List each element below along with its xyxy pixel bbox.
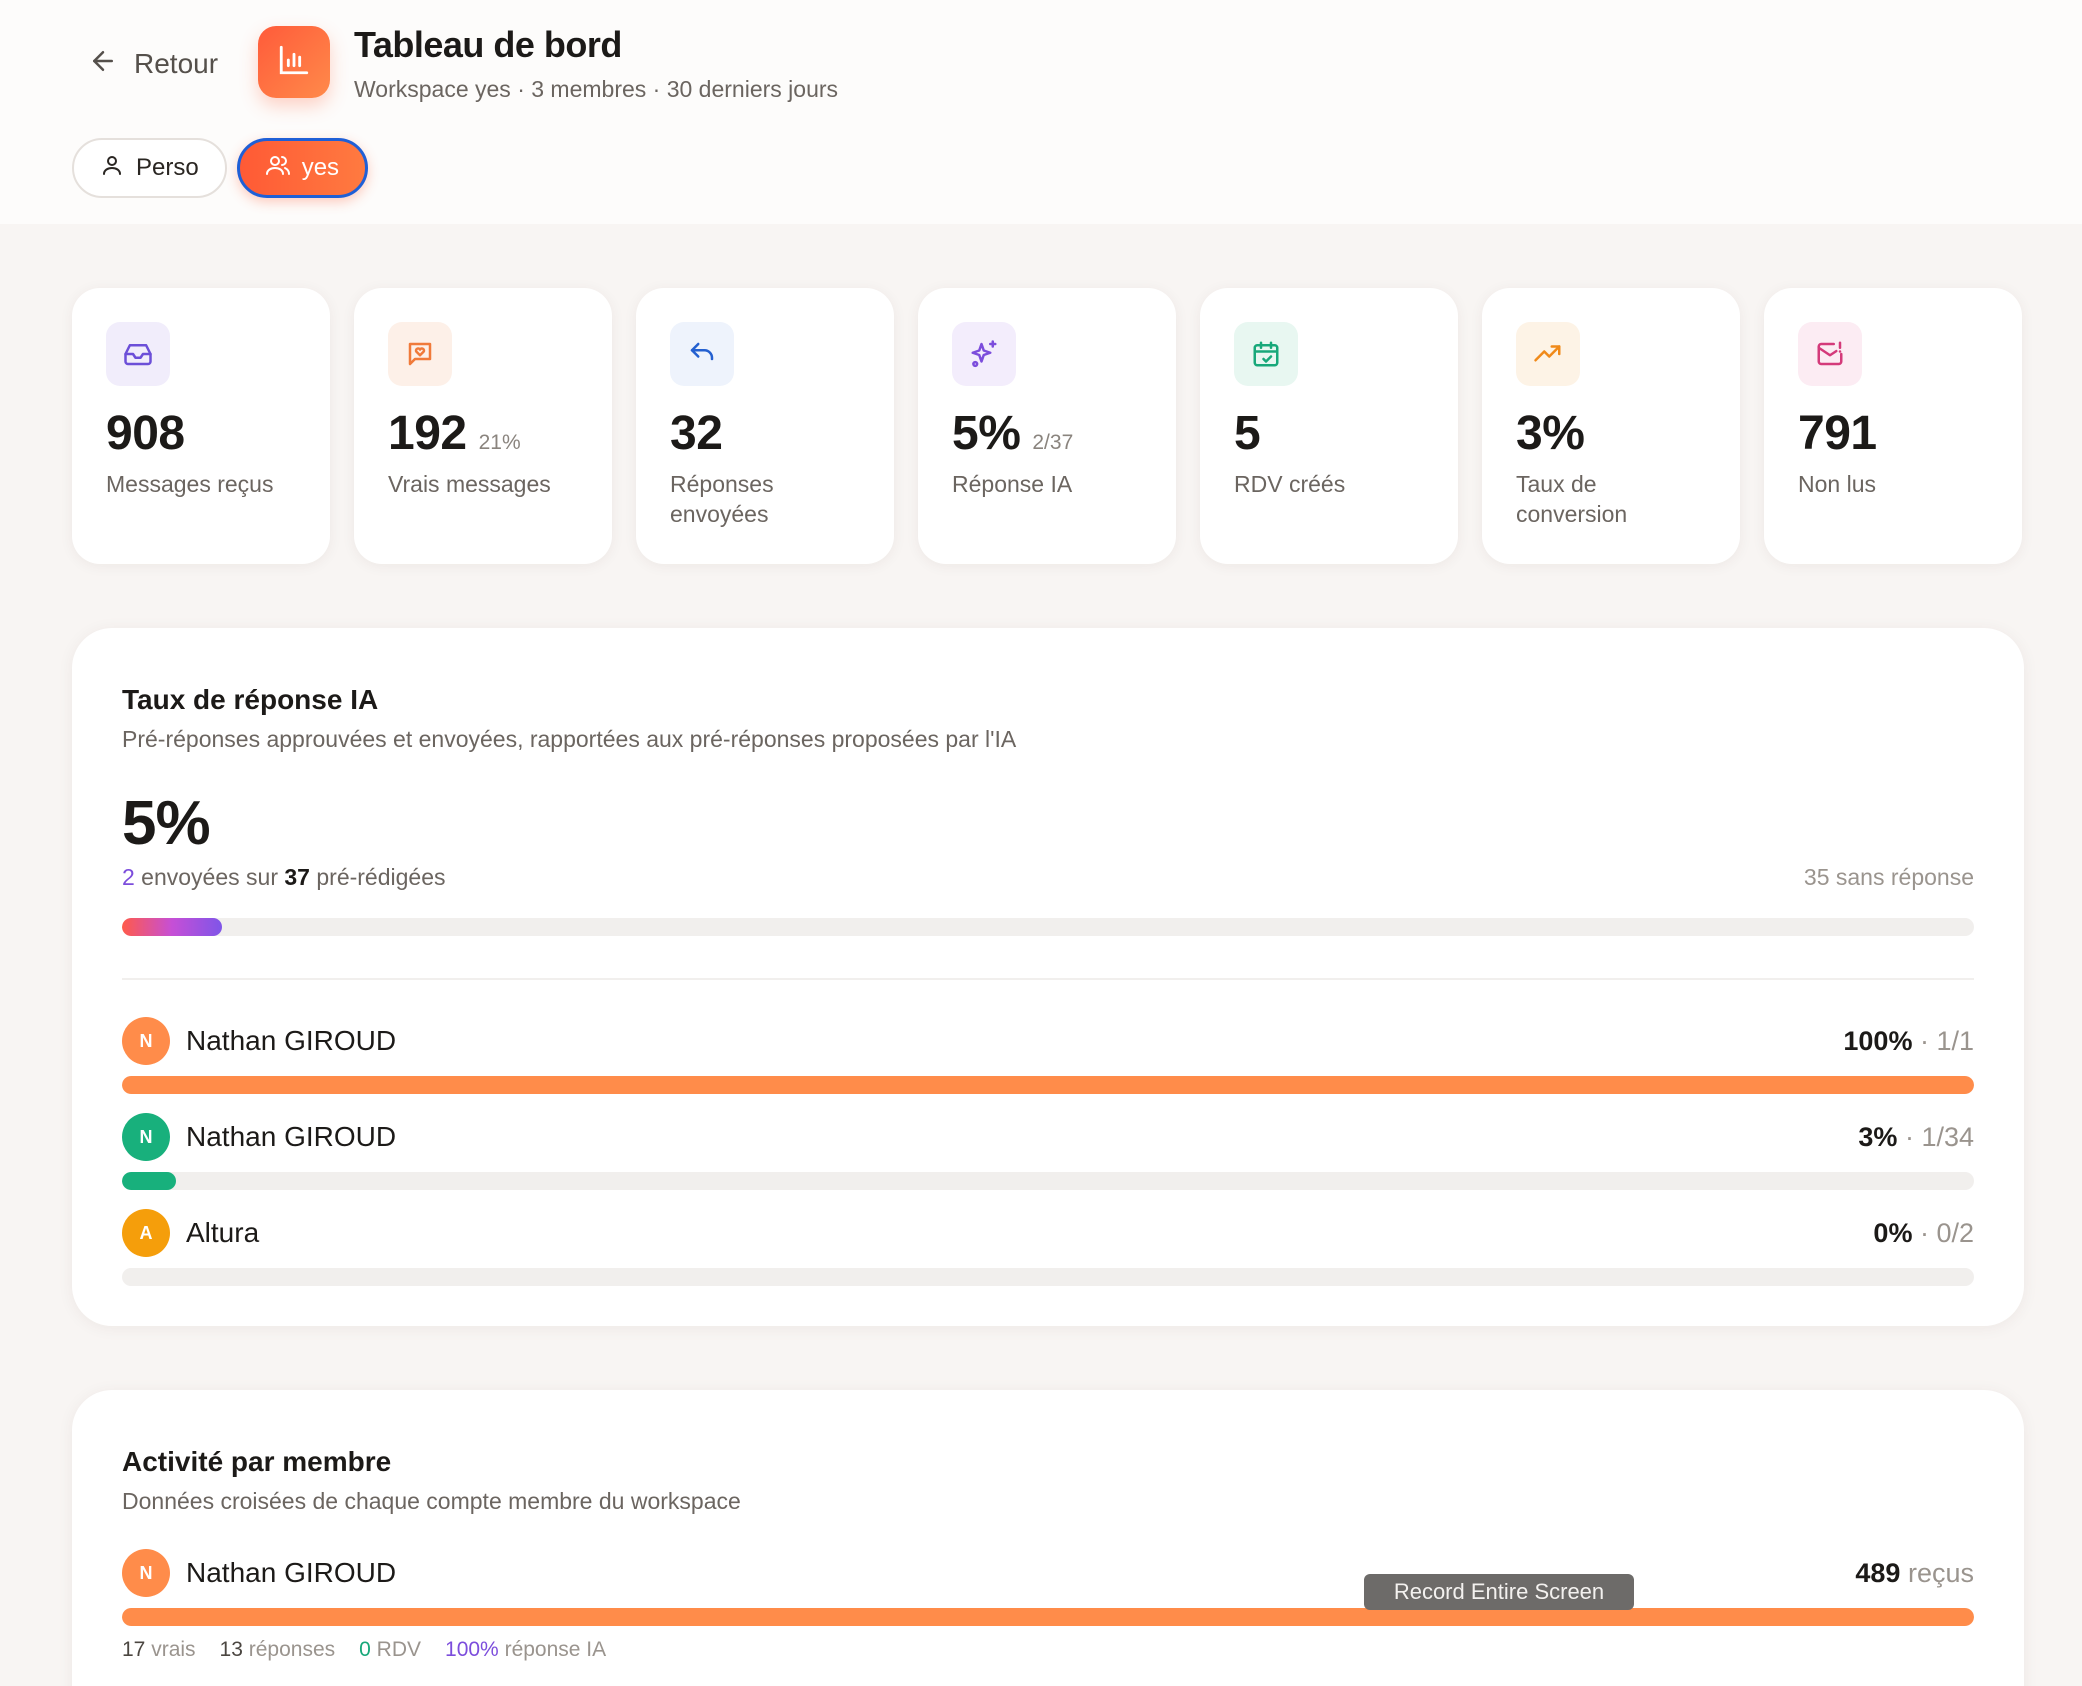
record-screen-tooltip[interactable]: Record Entire Screen: [1364, 1574, 1634, 1610]
stat-card-ai-response[interactable]: 5% 2/37 Réponse IA: [918, 288, 1176, 564]
no-reply-count: 35 sans réponse: [1803, 864, 1974, 890]
stat-label: Réponse IA: [952, 471, 1073, 497]
stat-card-replies-sent[interactable]: 32 Réponses envoyées: [636, 288, 894, 564]
back-button[interactable]: Retour: [88, 44, 218, 84]
member-progress: [122, 1172, 1974, 1190]
stat-card-unread[interactable]: 791 Non lus: [1764, 288, 2022, 564]
stat-label: Non lus: [1798, 471, 1876, 497]
arrow-left-icon: [88, 46, 118, 83]
ai-sent-summary: 2 envoyées sur 37 pré-rédigées: [122, 864, 446, 891]
tab-perso[interactable]: Perso: [72, 138, 227, 198]
activity-member-row[interactable]: N Nathan GIROUD 489 reçus: [122, 1548, 1974, 1598]
stat-value: 908: [106, 407, 185, 460]
reply-icon: [670, 322, 734, 386]
received-label: reçus: [1907, 1557, 1974, 1588]
replies-stat: 13 réponses: [219, 1638, 336, 1661]
dashboard-logo: [258, 26, 330, 98]
true-stat: 17 vrais: [122, 1638, 196, 1661]
stat-value: 791: [1798, 407, 1877, 460]
back-label: Retour: [134, 48, 219, 79]
stat-card-conversion[interactable]: 3% Taux de conversion: [1482, 288, 1740, 564]
stat-card-meetings[interactable]: 5 RDV créés: [1200, 288, 1458, 564]
stat-value: 192: [388, 407, 467, 460]
calendar-check-icon: [1234, 322, 1298, 386]
member-ratio: 0/2: [1936, 1217, 1974, 1248]
stat-value: 3%: [1516, 407, 1585, 460]
panel-title: Activité par membre: [122, 1446, 392, 1477]
panel-description: Données croisées de chaque compte membre…: [122, 1488, 741, 1514]
member-ratio: 1/34: [1921, 1121, 1974, 1152]
ai-rate-progress-fill: [122, 918, 222, 936]
stats-row: 908 Messages reçus 192 21% Vrais messages…: [72, 288, 2022, 564]
member-progress-fill: [122, 1608, 1974, 1626]
page-title: Tableau de bord: [354, 24, 622, 65]
drafted-text: pré-rédigées: [309, 864, 446, 890]
ai-member-row[interactable]: N Nathan GIROUD 100% · 1/1: [122, 1016, 1974, 1066]
ai-member-row[interactable]: N Nathan GIROUD 3% · 1/34: [122, 1112, 1974, 1162]
stat-value: 5: [1234, 407, 1261, 460]
member-pct: 100%: [1843, 1025, 1913, 1056]
received-count: 489: [1855, 1557, 1901, 1588]
sparkles-icon: [952, 322, 1016, 386]
member-rate: 100% · 1/1: [1843, 1025, 1974, 1056]
sent-text: envoyées sur: [134, 864, 285, 890]
users-icon: [265, 153, 290, 184]
tab-perso-label: Perso: [136, 154, 199, 181]
member-progress: [122, 1268, 1974, 1286]
sent-count: 2: [122, 864, 135, 890]
member-pct: 0%: [1873, 1217, 1913, 1248]
member-progress-fill: [122, 1076, 1974, 1094]
stat-extra: 21%: [478, 431, 521, 454]
member-name: Nathan GIROUD: [186, 1121, 397, 1152]
page-subtitle: Workspace yes · 3 membres · 30 derniers …: [354, 76, 839, 102]
avatar: A: [122, 1209, 170, 1257]
stat-card-true-messages[interactable]: 192 21% Vrais messages: [354, 288, 612, 564]
stat-value: 32: [670, 407, 723, 460]
member-progress: [122, 1608, 1974, 1626]
ai-rate-value: 5%: [122, 789, 211, 858]
stat-card-messages-received[interactable]: 908 Messages reçus: [72, 288, 330, 564]
ai-response-panel: Taux de réponse IA Pré-réponses approuvé…: [72, 628, 2024, 1326]
member-name: Nathan GIROUD: [186, 1557, 397, 1588]
stat-label: Messages reçus: [106, 471, 274, 497]
member-name: Altura: [186, 1217, 260, 1248]
member-received: 489 reçus: [1855, 1558, 1974, 1589]
tab-yes[interactable]: yes: [236, 138, 369, 198]
stat-label: RDV créés: [1234, 471, 1346, 497]
member-rate: 3% · 1/34: [1858, 1121, 1974, 1152]
member-progress: [122, 1076, 1974, 1094]
message-heart-icon: [388, 322, 452, 386]
ai-rate-progress: [122, 918, 1974, 936]
stat-extra: 2/37: [1032, 431, 1074, 454]
rdv-stat: 0 RDV: [359, 1638, 422, 1661]
activity-panel: Activité par membre Données croisées de …: [72, 1390, 2024, 1686]
stat-label: Vrais messages: [388, 471, 551, 497]
mail-alert-icon: [1798, 322, 1862, 386]
user-icon: [100, 153, 124, 184]
tab-yes-label: yes: [301, 154, 340, 181]
inbox-icon: [106, 322, 170, 386]
member-ratio: 1/1: [1936, 1025, 1974, 1056]
member-pct: 3%: [1858, 1121, 1898, 1152]
trending-up-icon: [1516, 322, 1580, 386]
member-rate: 0% · 0/2: [1873, 1217, 1974, 1248]
member-progress-fill: [122, 1172, 176, 1190]
drafted-count: 37: [284, 864, 310, 890]
stat-label: Taux de conversion: [1516, 471, 1628, 527]
page-header: Retour Tableau de bord Workspace yes · 3…: [0, 0, 2082, 224]
divider: [122, 978, 1974, 980]
bar-chart-icon: [277, 43, 311, 82]
avatar: N: [122, 1113, 170, 1161]
panel-title: Taux de réponse IA: [122, 684, 379, 715]
stat-value: 5%: [952, 407, 1021, 460]
member-stats: 17 vrais 13 réponses 0 RDV 100% réponse …: [122, 1638, 606, 1662]
ai-stat: 100% réponse IA: [445, 1638, 607, 1661]
stat-label: Réponses envoyées: [670, 471, 774, 527]
avatar: N: [122, 1017, 170, 1065]
workspace-tabs: Perso yes: [72, 138, 369, 198]
panel-description: Pré-réponses approuvées et envoyées, rap…: [122, 726, 1017, 752]
avatar: N: [122, 1549, 170, 1597]
member-name: Nathan GIROUD: [186, 1025, 397, 1056]
ai-member-row[interactable]: A Altura 0% · 0/2: [122, 1208, 1974, 1258]
